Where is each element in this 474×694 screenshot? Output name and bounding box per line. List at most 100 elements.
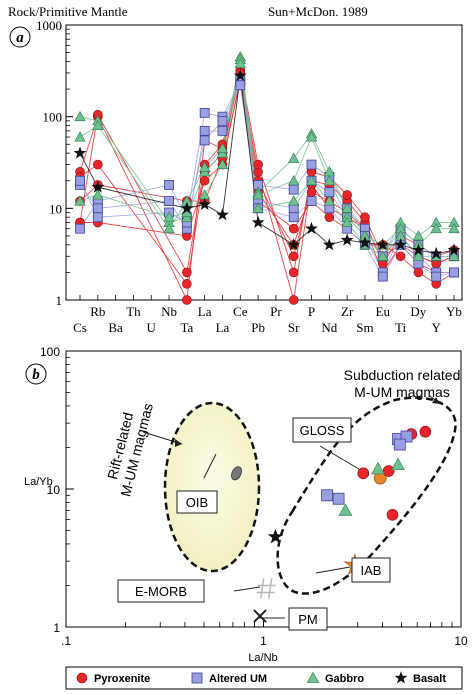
data-point-pyroxenite [306, 187, 317, 197]
e-morb-marker [256, 578, 276, 599]
data-point-pyroxenite [288, 295, 299, 305]
data-point-gabbro [341, 216, 353, 227]
x-axis-label: La/Nb [248, 652, 277, 664]
data-point-gabbro [216, 158, 229, 170]
x-tick-label: Pr [270, 304, 282, 319]
data-point-gabbro [377, 250, 389, 261]
data-point-pyroxenite [199, 175, 210, 186]
iab-label-box [351, 557, 391, 583]
oib-label: OIB [186, 495, 208, 510]
data-point-basalt [447, 243, 461, 256]
data-point-gabbro [74, 110, 86, 122]
x-tick-label: Pb [251, 320, 265, 335]
data-point-altered-um [217, 115, 228, 126]
data-point-gabbro [305, 131, 318, 142]
data-point-basalt [340, 233, 354, 246]
x-tick-label: Dy [410, 304, 426, 319]
data-point-basalt [376, 238, 390, 251]
sample-point-altered-um [332, 492, 345, 505]
sample-point-altered-um [321, 489, 334, 502]
data-point-altered-um [288, 212, 299, 223]
y-tick-label: 100 [40, 345, 60, 359]
legend-marker-pyroxenite [76, 672, 88, 684]
data-point-pyroxenite [342, 190, 352, 200]
data-point-altered-um [75, 175, 85, 186]
data-point-basalt [73, 146, 87, 159]
data-point-gabbro [74, 195, 86, 206]
pm-label: PM [298, 612, 318, 627]
data-point-altered-um [199, 125, 210, 136]
data-point-gabbro [412, 250, 425, 261]
data-point-altered-um [217, 125, 228, 136]
data-point-altered-um [377, 271, 388, 282]
data-point-gabbro [252, 189, 264, 200]
y-axis-label: La/Yb [24, 476, 53, 488]
data-point-basalt [394, 238, 407, 251]
data-point-altered-um [235, 80, 246, 91]
data-point-gabbro [74, 131, 86, 142]
legend-label-basalt: Basalt [413, 673, 446, 685]
sample-point-altered-um [400, 430, 413, 443]
data-point-pyroxenite [288, 251, 299, 262]
y-tick-label: 100 [43, 110, 63, 125]
x-tick-label: Zr [341, 304, 354, 319]
x-tick-label: Eu [376, 304, 391, 319]
sample-point-gabbro [371, 461, 385, 475]
panel-a-title: Rock/Primitive Mantle [8, 4, 128, 19]
data-point-gabbro [448, 222, 460, 234]
pm-marker [253, 609, 267, 623]
data-point-altered-um [449, 267, 459, 278]
x-tick-label: Yb [446, 304, 462, 319]
data-point-gabbro [323, 195, 336, 206]
data-point-gabbro [216, 142, 229, 153]
oib-marker [231, 466, 242, 481]
gloss-label: GLOSS [300, 423, 345, 438]
data-point-gabbro [448, 250, 460, 261]
data-point-pyroxenite [288, 223, 299, 234]
data-point-altered-um [92, 212, 103, 223]
sample-point-gabbro [338, 503, 353, 516]
rift-related-field [163, 401, 261, 573]
x-tick-label: Th [126, 304, 141, 319]
data-point-basalt [180, 201, 194, 214]
data-point-basalt [198, 197, 212, 210]
x-tick-label: Nd [321, 320, 337, 335]
x-tick-label: Ta [180, 320, 193, 335]
data-point-altered-um [431, 271, 442, 282]
data-point-basalt [287, 238, 301, 251]
x-tick-label: La [216, 320, 230, 335]
data-point-gabbro [92, 189, 104, 200]
sample-point-pyroxenite [419, 425, 432, 438]
data-point-gabbro [163, 211, 175, 222]
panel-a-label: a [16, 30, 24, 46]
data-point-pyroxenite [182, 267, 192, 278]
data-point-basalt [412, 243, 425, 256]
sample-point-pyroxenite [357, 467, 370, 480]
subduction-related-field [276, 396, 457, 595]
y-tick-label: 1 [56, 293, 63, 308]
data-point-pyroxenite [395, 251, 406, 262]
legend-marker-basalt [394, 671, 408, 684]
data-point-gabbro [288, 195, 300, 206]
data-point-pyroxenite [182, 279, 192, 289]
sample-point-gabbro [391, 457, 405, 471]
y-tick-label: 10 [49, 201, 62, 216]
x-tick-label: 10 [454, 634, 468, 648]
data-point-gabbro [430, 222, 442, 234]
x-tick-label: 1 [260, 634, 267, 648]
x-tick-label: .1 [61, 634, 71, 648]
data-point-altered-um [164, 196, 174, 206]
data-point-gabbro [234, 57, 246, 68]
data-point-altered-um [306, 159, 317, 170]
sample-point-pyroxenite [386, 509, 399, 521]
x-tick-label: Ti [395, 320, 406, 335]
data-point-pyroxenite [288, 267, 299, 278]
x-tick-label: Nb [161, 304, 177, 319]
data-point-pyroxenite [413, 267, 424, 278]
sample-point-pyroxenite [382, 465, 395, 477]
panel-a: Rock/Primitive Mantle Sun+McDon. 1989 1 1… [8, 4, 463, 335]
sample-point-basalt [267, 528, 284, 544]
legend-box [65, 666, 463, 690]
x-tick-label: Sr [288, 320, 300, 335]
